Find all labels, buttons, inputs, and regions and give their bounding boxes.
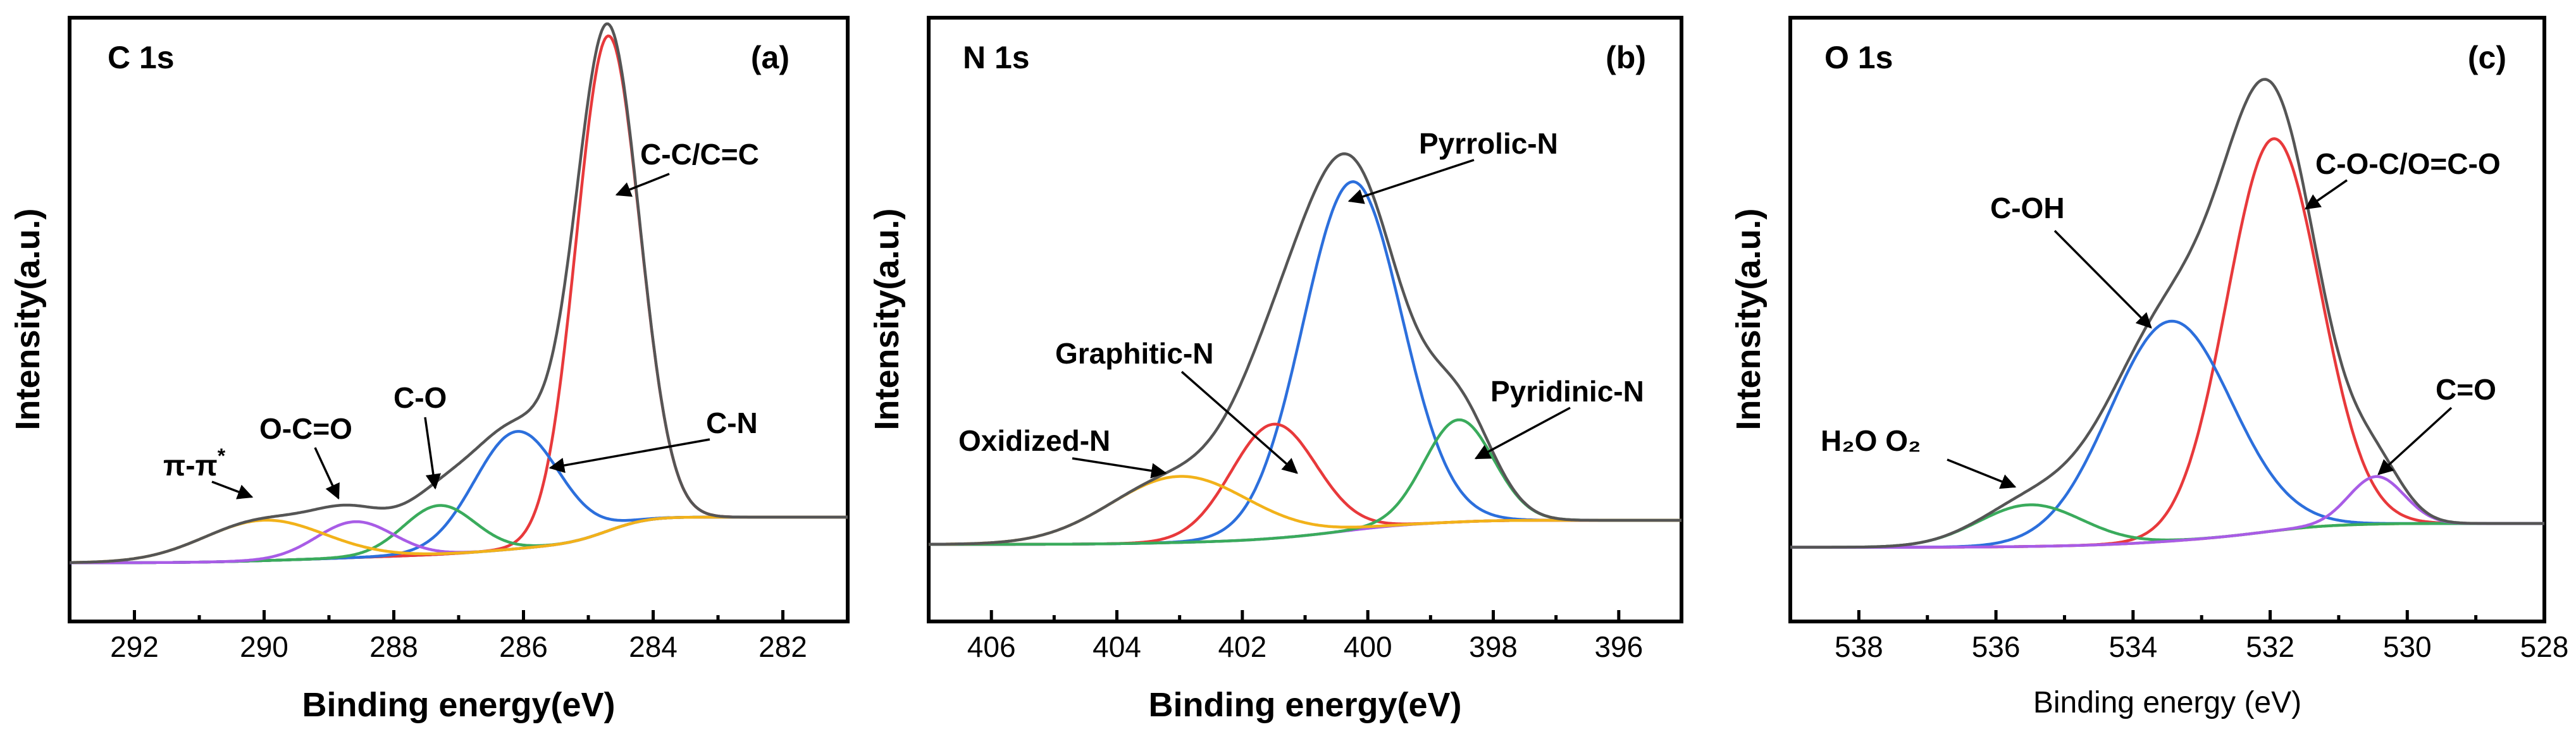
annotation-label: Pyridinic-N bbox=[1490, 375, 1644, 408]
x-tick-label: 406 bbox=[967, 630, 1016, 663]
annotation-arrow bbox=[424, 417, 442, 490]
peak-line bbox=[1790, 475, 2544, 549]
annotation-arrow bbox=[1474, 407, 1571, 460]
panel-n1s: 406 404 402 400 398 396 N 1s (b) Binding ener… bbox=[868, 16, 1683, 724]
annotation-arrows bbox=[1947, 179, 2453, 489]
annotation-label: C-OH bbox=[1990, 192, 2065, 224]
x-tick-label: 536 bbox=[1972, 630, 2021, 663]
plot-frame bbox=[1788, 16, 2546, 623]
annotation-label: π-π* bbox=[163, 444, 226, 482]
annotation-arrow bbox=[2053, 229, 2152, 329]
x-axis-label: Binding energy(eV) bbox=[1148, 686, 1461, 724]
panel-letter: (c) bbox=[2468, 40, 2506, 75]
annotation-arrow bbox=[1347, 159, 1475, 204]
envelope-line bbox=[928, 152, 1681, 546]
annotation-arrow bbox=[1072, 457, 1167, 479]
x-tick-label: 286 bbox=[499, 630, 548, 663]
annotation-arrow bbox=[548, 438, 710, 474]
curves-layer bbox=[1790, 78, 2544, 549]
annotation-arrow bbox=[211, 480, 254, 499]
annotation-label: C-N bbox=[706, 407, 758, 439]
annotation-label-sup: * bbox=[218, 444, 226, 467]
x-tick-label: 534 bbox=[2108, 630, 2157, 663]
panel-c1s: 292 290 288 286 284 282 C 1s (a) Binding ener… bbox=[9, 16, 850, 724]
x-axis-label: Binding energy(eV) bbox=[302, 686, 615, 724]
panel-o1s: 538 536 534 532 530 528 O 1s (c) Binding ener… bbox=[1730, 16, 2569, 719]
peak-line bbox=[1790, 137, 2544, 549]
x-axis-ticks: 292 290 288 286 284 282 bbox=[68, 610, 850, 663]
y-axis-label: Intensity(a.u.) bbox=[868, 208, 906, 430]
peak-line bbox=[70, 515, 848, 565]
x-axis-ticks: 406 404 402 400 398 396 bbox=[927, 610, 1683, 663]
y-axis-label: Intensity(a.u.) bbox=[1730, 208, 1768, 430]
annotation-arrow bbox=[1947, 458, 2017, 489]
x-tick-label: 288 bbox=[369, 630, 418, 663]
peak-line bbox=[70, 34, 848, 565]
plot-frame bbox=[68, 16, 850, 623]
annotation-arrow bbox=[615, 173, 670, 197]
curves-layer bbox=[928, 152, 1681, 546]
x-tick-label: 400 bbox=[1344, 630, 1392, 663]
annotation-label: C=O bbox=[2436, 373, 2496, 406]
x-tick-label: 528 bbox=[2520, 630, 2569, 663]
annotation-label: H₂O O₂ bbox=[1821, 424, 1921, 457]
x-tick-label: 398 bbox=[1469, 630, 1518, 663]
x-tick-label: 404 bbox=[1093, 630, 1141, 663]
annotation-arrow bbox=[1180, 370, 1298, 474]
annotation-label: C-O-C/O=C-O bbox=[2315, 147, 2501, 180]
annotation-label: Oxidized-N bbox=[958, 424, 1110, 457]
panel-letter: (b) bbox=[1606, 40, 1646, 75]
panel-letter: (a) bbox=[751, 40, 790, 75]
x-axis-label: Binding energy (eV) bbox=[2033, 686, 2301, 719]
annotation-label: O-C=O bbox=[259, 412, 352, 445]
envelope-line bbox=[1790, 78, 2544, 549]
panel-title: N 1s bbox=[963, 40, 1030, 75]
peak-line bbox=[929, 180, 1681, 546]
annotation-label: C-O bbox=[393, 381, 447, 414]
annotation-label: C-C/C=C bbox=[640, 138, 759, 171]
x-tick-label: 284 bbox=[629, 630, 678, 663]
panel-title: C 1s bbox=[108, 40, 175, 75]
annotation-arrow bbox=[314, 447, 340, 500]
x-tick-label: 292 bbox=[110, 630, 159, 663]
panel-title: O 1s bbox=[1824, 40, 1893, 75]
annotation-label: Pyrrolic-N bbox=[1419, 127, 1558, 160]
peak-line bbox=[70, 515, 848, 564]
annotation-arrows bbox=[1072, 159, 1571, 479]
background-line bbox=[70, 515, 848, 565]
x-tick-label: 402 bbox=[1218, 630, 1266, 663]
y-axis-label: Intensity(a.u.) bbox=[9, 208, 47, 430]
x-tick-label: 530 bbox=[2383, 630, 2432, 663]
curves-layer bbox=[70, 22, 848, 565]
annotation-label-main: π-π bbox=[163, 449, 218, 482]
annotation-arrow bbox=[2377, 407, 2453, 475]
annotation-arrows bbox=[211, 173, 710, 500]
x-tick-label: 396 bbox=[1594, 630, 1643, 663]
x-tick-label: 538 bbox=[1835, 630, 1883, 663]
x-tick-label: 532 bbox=[2246, 630, 2294, 663]
x-tick-label: 282 bbox=[759, 630, 807, 663]
envelope-line bbox=[70, 22, 848, 564]
annotation-arrow bbox=[2304, 179, 2348, 210]
x-axis-ticks: 538 536 534 532 530 528 bbox=[1788, 610, 2569, 663]
x-tick-label: 290 bbox=[240, 630, 288, 663]
annotation-label: Graphitic-N bbox=[1055, 337, 1213, 370]
